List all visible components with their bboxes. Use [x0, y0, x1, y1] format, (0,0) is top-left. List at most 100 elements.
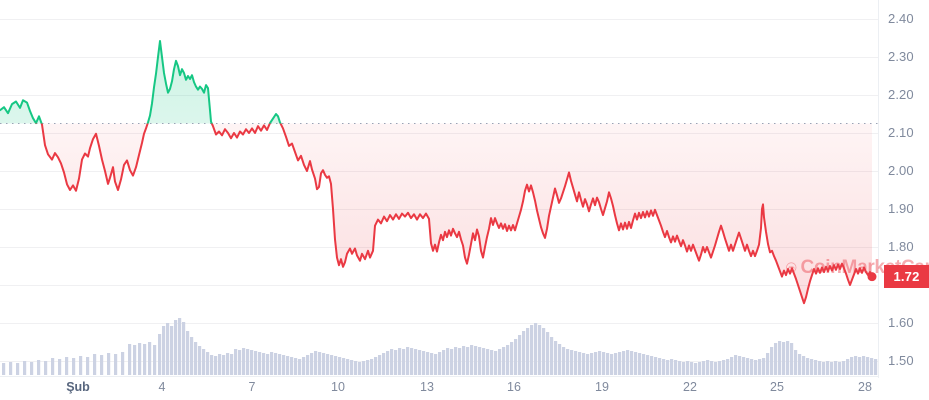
volume-bar	[23, 361, 27, 375]
volume-bar	[818, 361, 822, 375]
volume-bar	[246, 349, 250, 375]
volume-bar	[806, 358, 810, 375]
volume-bar	[242, 348, 246, 375]
volume-bar	[674, 360, 678, 375]
volume-bar	[518, 335, 522, 375]
x-axis-tick-label: 7	[248, 380, 256, 394]
volume-bar	[834, 361, 838, 375]
volume-bar	[374, 357, 378, 375]
volume-bar	[566, 349, 570, 375]
volume-bar	[786, 341, 790, 375]
volume-bar	[250, 350, 254, 375]
volume-bar	[750, 359, 754, 375]
volume-bar	[390, 349, 394, 375]
volume-bar	[654, 357, 658, 375]
volume-bar	[72, 358, 76, 375]
volume-bar	[606, 353, 610, 375]
volume-bar	[510, 342, 514, 375]
area-fill	[0, 123, 872, 304]
volume-bar	[121, 352, 125, 375]
price-line-segment	[35, 123, 873, 305]
volume-bar	[274, 353, 278, 375]
y-axis-tick-label: 2.30	[888, 49, 914, 64]
volume-bar	[214, 356, 218, 375]
volume-bar	[466, 347, 470, 375]
volume-bar	[450, 349, 454, 375]
volume-bar	[302, 357, 306, 375]
x-axis-tick-label: 19	[595, 380, 609, 394]
volume-bar	[722, 360, 726, 375]
volume-bar	[474, 346, 478, 375]
volume-bar	[570, 350, 574, 375]
volume-bar	[306, 355, 310, 375]
volume-bar	[514, 339, 518, 375]
y-axis-tick-label: 1.90	[888, 201, 914, 216]
volume-bar	[494, 351, 498, 375]
volume-bar	[542, 328, 546, 375]
volume-bar	[366, 360, 370, 375]
volume-bar	[107, 353, 111, 375]
volume-bar	[148, 342, 152, 375]
volume-bar	[202, 349, 206, 375]
x-axis-tick-label: 4	[158, 380, 166, 394]
volume-bar	[790, 343, 794, 375]
volume-bar	[298, 359, 302, 375]
price-area-fill	[0, 41, 872, 304]
volume-bar	[58, 359, 62, 375]
x-axis-tick-label: 22	[683, 380, 697, 394]
volume-bar	[44, 361, 48, 375]
volume-bar	[870, 358, 874, 375]
volume-bar	[378, 355, 382, 375]
volume-bar	[694, 363, 698, 375]
volume-bar	[730, 357, 734, 375]
volume-bar	[582, 353, 586, 375]
current-price-dot	[867, 272, 877, 282]
x-axis-tick-label: 28	[858, 380, 872, 394]
volume-bar	[866, 357, 870, 375]
volume-bar	[530, 325, 534, 375]
volume-bar	[698, 362, 702, 375]
volume-bar	[294, 358, 298, 375]
volume-bar	[86, 357, 90, 375]
y-axis-tick-label: 2.10	[888, 125, 914, 140]
volume-bar	[578, 352, 582, 375]
volume-bar	[226, 353, 230, 375]
volume-bar	[714, 362, 718, 375]
volume-bar	[854, 356, 858, 375]
volume-bar	[37, 360, 41, 375]
volume-bar	[100, 355, 104, 375]
volume-bar	[153, 345, 157, 375]
volume-bar	[222, 355, 226, 375]
x-axis-tick-label: 13	[420, 380, 434, 394]
volume-bar	[310, 353, 314, 375]
volume-bar	[402, 349, 406, 375]
volume-bar	[682, 362, 686, 375]
volume-bar	[342, 358, 346, 375]
volume-bar	[234, 349, 238, 375]
volume-bar	[614, 353, 618, 375]
volume-bar	[346, 359, 350, 375]
volume-bar	[646, 355, 650, 375]
volume-bar	[138, 343, 142, 375]
volume-bar	[266, 354, 270, 375]
volume-bar	[766, 353, 770, 375]
volume-bar	[810, 359, 814, 375]
volume-bar	[710, 361, 714, 375]
volume-bar	[794, 350, 798, 375]
volume-bar	[406, 347, 410, 375]
volume-bar	[170, 326, 174, 375]
y-axis-tick-label: 1.50	[888, 353, 914, 368]
volume-bar	[874, 359, 878, 375]
volume-bar	[258, 352, 262, 375]
volume-bar	[482, 348, 486, 375]
volume-bar	[670, 359, 674, 375]
volume-bar	[454, 347, 458, 375]
volume-bar	[782, 342, 786, 375]
volume-bar	[758, 359, 762, 375]
y-axis-tick-label: 2.40	[888, 11, 914, 26]
volume-bar	[594, 352, 598, 375]
x-axis-tick-label: Şub	[66, 380, 90, 394]
volume-bar	[598, 351, 602, 375]
